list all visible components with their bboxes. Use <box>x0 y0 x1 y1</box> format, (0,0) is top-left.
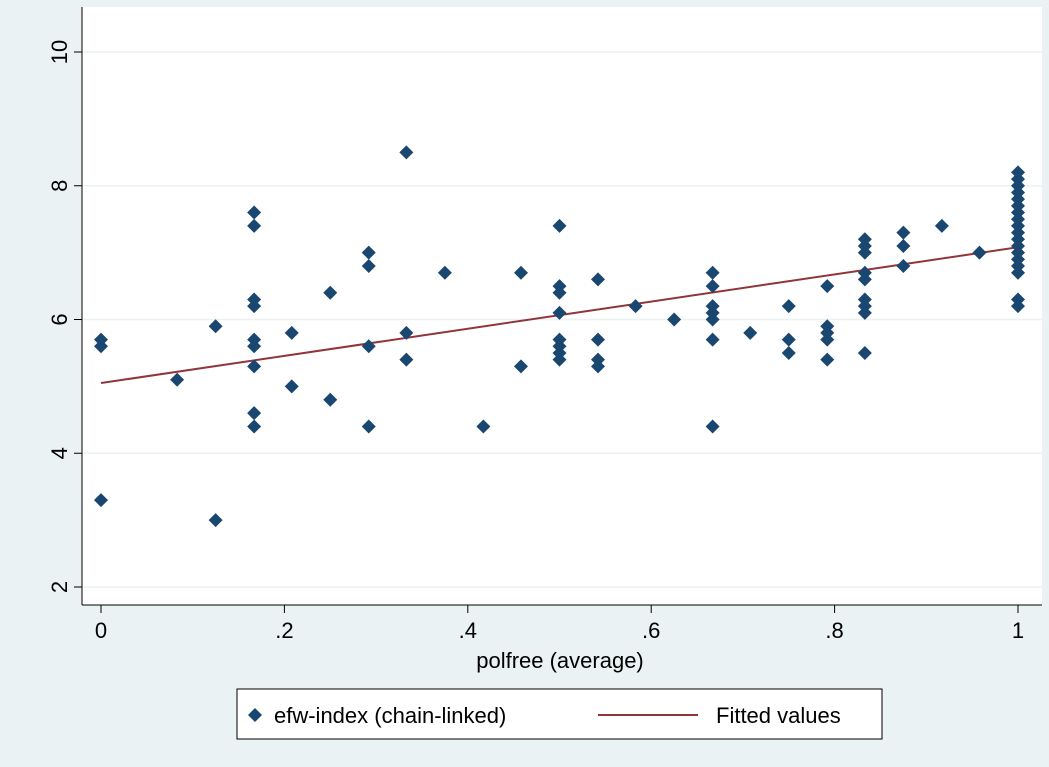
scatter-point <box>323 285 338 300</box>
scatter-point <box>743 325 758 340</box>
scatter-point <box>247 359 262 374</box>
scatter-point <box>705 265 720 280</box>
scatter-point <box>399 352 414 367</box>
scatter-point <box>247 205 262 220</box>
scatter-point <box>705 419 720 434</box>
scatter-point <box>1011 299 1025 314</box>
scatter-point <box>361 419 376 434</box>
scatter-point <box>284 325 299 340</box>
scatter-point <box>247 406 262 421</box>
scatter-point <box>896 259 911 273</box>
scatter-point <box>857 345 872 360</box>
scatter-point <box>208 513 223 528</box>
legend-label-scatter: efw-index (chain-linked) <box>274 703 506 728</box>
scatter-point <box>857 245 872 260</box>
scatter-point <box>781 332 796 347</box>
scatter-point <box>857 272 872 287</box>
scatter-point <box>361 339 376 354</box>
x-tick-label: .2 <box>275 618 293 643</box>
legend-label-fitted: Fitted values <box>716 703 841 728</box>
x-tick-label: .6 <box>642 618 660 643</box>
scatter-point <box>1011 265 1025 280</box>
x-tick-label: 1 <box>1012 618 1024 643</box>
x-axis-title: polfree (average) <box>476 648 644 673</box>
gridlines <box>83 51 1042 588</box>
scatter-point <box>399 145 414 160</box>
plot-area <box>82 7 1042 605</box>
scatter-point <box>247 299 262 314</box>
x-tick-label: 0 <box>95 618 107 643</box>
scatter-point <box>591 332 606 347</box>
scatter-point <box>552 218 567 233</box>
y-tick-label: 10 <box>47 40 72 64</box>
scatter-point <box>591 272 606 287</box>
scatter-point <box>552 305 567 320</box>
x-tick-label: .4 <box>459 618 477 643</box>
scatter-point <box>476 419 491 434</box>
legend-marker-diamond <box>248 708 262 722</box>
scatter-point <box>820 279 835 294</box>
scatter-point <box>781 299 796 314</box>
scatter-point <box>247 218 262 233</box>
scatter-point <box>857 305 872 320</box>
legend-box <box>236 688 883 740</box>
scatter-point <box>552 285 567 300</box>
y-tick-label: 6 <box>47 313 72 325</box>
scatter-point <box>208 319 223 334</box>
scatter-point <box>361 259 376 273</box>
y-axis: 2 4 6 8 10 <box>47 7 83 605</box>
scatter-point <box>781 345 796 360</box>
x-axis: 0 .2 .4 .6 .8 1 <box>82 604 1042 643</box>
scatter-point <box>896 225 911 240</box>
scatter-point <box>437 265 452 280</box>
scatter-point <box>247 339 262 354</box>
scatter-point <box>399 325 414 340</box>
y-tick-label: 2 <box>47 581 72 593</box>
scatter-point <box>591 359 606 374</box>
scatter-point <box>934 218 949 233</box>
scatter-point <box>323 392 338 407</box>
scatter-points <box>94 145 1025 528</box>
y-tick-label: 4 <box>47 447 72 459</box>
scatter-point <box>972 245 987 260</box>
scatter-point <box>170 372 185 387</box>
scatter-point <box>552 352 567 367</box>
scatter-point <box>94 339 108 354</box>
legend: efw-index (chain-linked) Fitted values <box>236 688 883 740</box>
scatter-point <box>820 352 835 367</box>
scatter-point <box>284 379 299 394</box>
y-tick-label: 8 <box>47 180 72 192</box>
scatter-point <box>705 279 720 294</box>
scatter-point <box>628 299 643 314</box>
scatter-point <box>705 332 720 347</box>
scatter-point <box>513 265 528 280</box>
x-tick-label: .8 <box>825 618 843 643</box>
scatter-point <box>705 312 720 327</box>
scatter-point <box>361 245 376 260</box>
scatter-point <box>513 359 528 374</box>
scatter-point <box>94 493 108 508</box>
scatter-point <box>820 332 835 347</box>
scatter-point <box>667 312 682 327</box>
scatter-point <box>247 419 262 434</box>
scatter-point <box>896 238 911 253</box>
